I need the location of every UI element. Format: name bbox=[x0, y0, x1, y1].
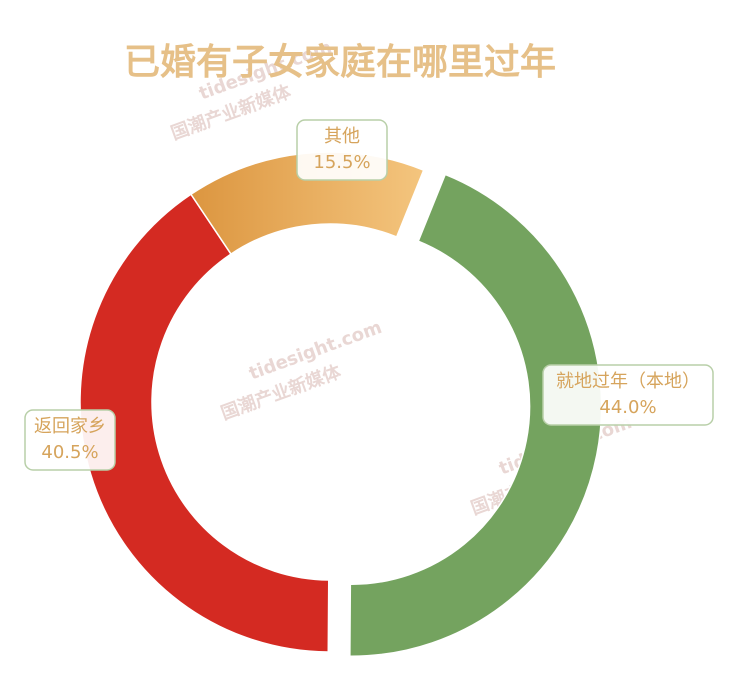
slice-label: 就地过年（本地） bbox=[556, 371, 700, 392]
chart-title: 已婚有子女家庭在哪里过年 bbox=[124, 42, 556, 83]
donut-slice bbox=[79, 193, 330, 653]
value-label: 40.5% bbox=[41, 442, 98, 463]
slice-label: 返回家乡 bbox=[34, 416, 106, 437]
value-label: 44.0% bbox=[599, 397, 656, 418]
label-box bbox=[542, 364, 714, 426]
label-box bbox=[24, 409, 116, 471]
value-label: 15.5% bbox=[313, 152, 370, 173]
donut-slice bbox=[349, 173, 603, 658]
label-box bbox=[296, 119, 388, 181]
slice-label: 其他 bbox=[324, 126, 360, 147]
